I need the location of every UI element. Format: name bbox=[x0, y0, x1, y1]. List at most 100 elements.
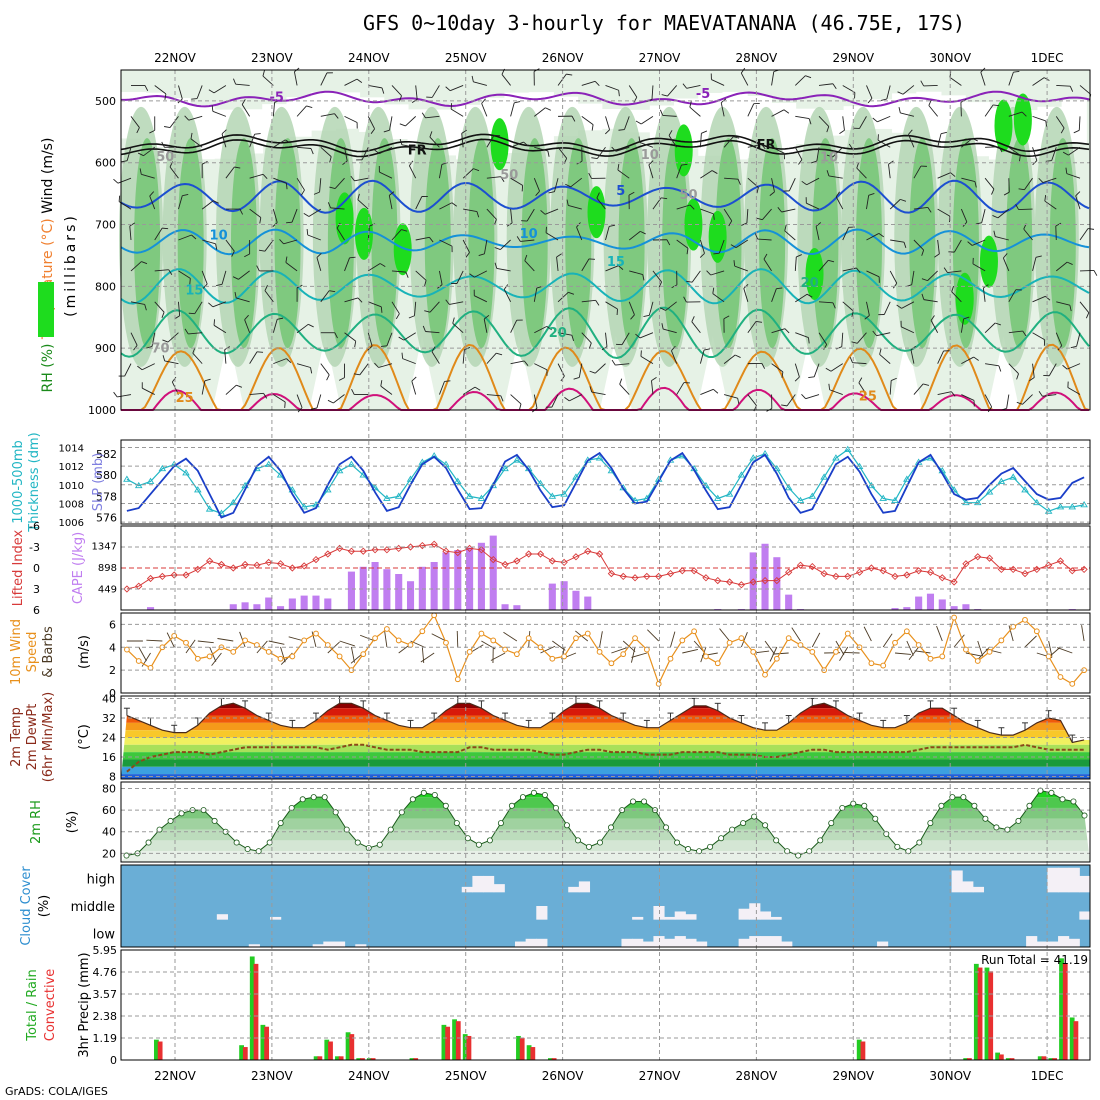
wind-barb-flag bbox=[233, 78, 237, 85]
wind-barb-flag bbox=[168, 269, 173, 276]
cape-bar bbox=[371, 562, 379, 610]
wind-barb-flag bbox=[349, 256, 356, 259]
thickness-point bbox=[300, 503, 308, 510]
wind-barb bbox=[344, 147, 348, 162]
wind-barb bbox=[781, 208, 796, 213]
wind-barb-flag bbox=[973, 356, 979, 361]
wind-barb bbox=[628, 85, 638, 98]
wind-barb bbox=[879, 354, 891, 364]
wind-barb bbox=[545, 232, 559, 241]
wind-barb bbox=[1048, 363, 1057, 376]
wind-barb bbox=[320, 113, 335, 117]
wind-barb-flag bbox=[950, 172, 956, 177]
wind-speed-point bbox=[206, 653, 213, 660]
wind-barb bbox=[169, 116, 179, 128]
wind-barb bbox=[640, 356, 654, 365]
dry-boundary-cone-core bbox=[793, 335, 826, 410]
wind-barb bbox=[818, 260, 829, 272]
wind-barb bbox=[272, 102, 276, 117]
wind-barb-flag bbox=[473, 168, 480, 172]
wind-speed-point bbox=[915, 642, 922, 648]
wind-barb bbox=[902, 85, 915, 95]
wind-tick-label: 0 bbox=[109, 687, 116, 700]
wind-barb-flag bbox=[594, 81, 600, 86]
temperature-band bbox=[121, 744, 1090, 753]
wind-barb bbox=[1079, 85, 1092, 95]
wind-barb bbox=[225, 166, 235, 179]
wind-barb bbox=[534, 363, 548, 371]
temperature-band bbox=[121, 715, 1090, 723]
thickness-point bbox=[808, 492, 817, 499]
wind-barb-flag bbox=[633, 96, 638, 103]
wind-barb bbox=[842, 116, 845, 131]
cloud-cell bbox=[674, 936, 686, 947]
cape-bar bbox=[253, 604, 261, 610]
wind-barb bbox=[631, 646, 636, 663]
cloud-cell bbox=[781, 941, 793, 947]
wind-barb-flag bbox=[1021, 111, 1027, 117]
wind-barb bbox=[473, 81, 487, 86]
wind-barb bbox=[552, 640, 566, 651]
dry-boundary-cone-core bbox=[987, 335, 1020, 410]
thickness-point bbox=[713, 494, 722, 501]
wind-barb bbox=[762, 208, 772, 220]
wind-barb-flag bbox=[1038, 177, 1044, 183]
wind-barb bbox=[420, 652, 435, 663]
axis-title-part: 2m Temp bbox=[9, 707, 24, 767]
wind-barb bbox=[841, 332, 844, 347]
wind-barb bbox=[1075, 195, 1081, 210]
wind-barb bbox=[296, 323, 309, 334]
thickness-point bbox=[205, 505, 214, 512]
lifted-index-tick-label: -6 bbox=[29, 520, 40, 533]
bottom-date-label: 1DEC bbox=[1031, 1069, 1064, 1083]
wind-barb bbox=[816, 147, 820, 162]
thickness-point bbox=[465, 492, 474, 499]
wind-barb bbox=[947, 270, 962, 274]
wind-barb-flag bbox=[872, 330, 877, 336]
wind-barb bbox=[965, 652, 982, 657]
lifted-index-point bbox=[1045, 561, 1053, 569]
lifted-index-point bbox=[265, 558, 273, 567]
lifted-index-point bbox=[383, 546, 391, 554]
wind-barb bbox=[889, 380, 892, 395]
wind-barb-flag bbox=[713, 213, 715, 220]
wind-barb-flag bbox=[828, 383, 831, 390]
wind-barb bbox=[431, 351, 440, 364]
precip-total-bar bbox=[1069, 1017, 1075, 1060]
wind-barb-flag bbox=[494, 247, 501, 250]
wind-barb bbox=[923, 299, 938, 303]
precip-convective-bar bbox=[530, 1047, 536, 1060]
cape-bar bbox=[785, 594, 793, 610]
wind-barb-flag bbox=[503, 284, 509, 290]
wind-barb-flag bbox=[963, 316, 970, 320]
wind-barb bbox=[621, 332, 630, 345]
wind-barb bbox=[211, 652, 222, 666]
wind-barb-flag bbox=[660, 307, 666, 311]
rh-moist-core bbox=[855, 138, 882, 349]
wind-barb-flag bbox=[783, 109, 790, 114]
wind-barb-flag bbox=[310, 407, 318, 410]
wind-barb-flag bbox=[661, 94, 668, 97]
wind-barb-flag bbox=[262, 174, 268, 180]
thickness-point bbox=[123, 475, 131, 482]
wind-barb bbox=[439, 239, 453, 247]
cloud-cell bbox=[664, 916, 676, 920]
cloud-cell bbox=[653, 936, 665, 947]
wind-barb bbox=[889, 270, 898, 284]
rh-point bbox=[442, 802, 449, 809]
wind-barb bbox=[937, 172, 951, 179]
cloud-cell bbox=[749, 936, 761, 947]
wind-barb bbox=[391, 229, 402, 241]
wind-barb bbox=[283, 239, 298, 245]
contour-label: 25 bbox=[176, 391, 194, 406]
wind-barb-flag bbox=[588, 172, 592, 179]
lifted-index-point bbox=[548, 557, 556, 565]
wind-barb-flag bbox=[285, 256, 288, 263]
lifted-index-point bbox=[808, 562, 816, 571]
wind-barb bbox=[901, 301, 915, 309]
wind-barb bbox=[936, 625, 943, 642]
wind-barb-flag bbox=[858, 377, 863, 384]
pressure-tick-label: 1000 bbox=[88, 404, 116, 417]
precip-convective-bar bbox=[349, 1034, 355, 1060]
wind-speed-point bbox=[513, 651, 520, 658]
